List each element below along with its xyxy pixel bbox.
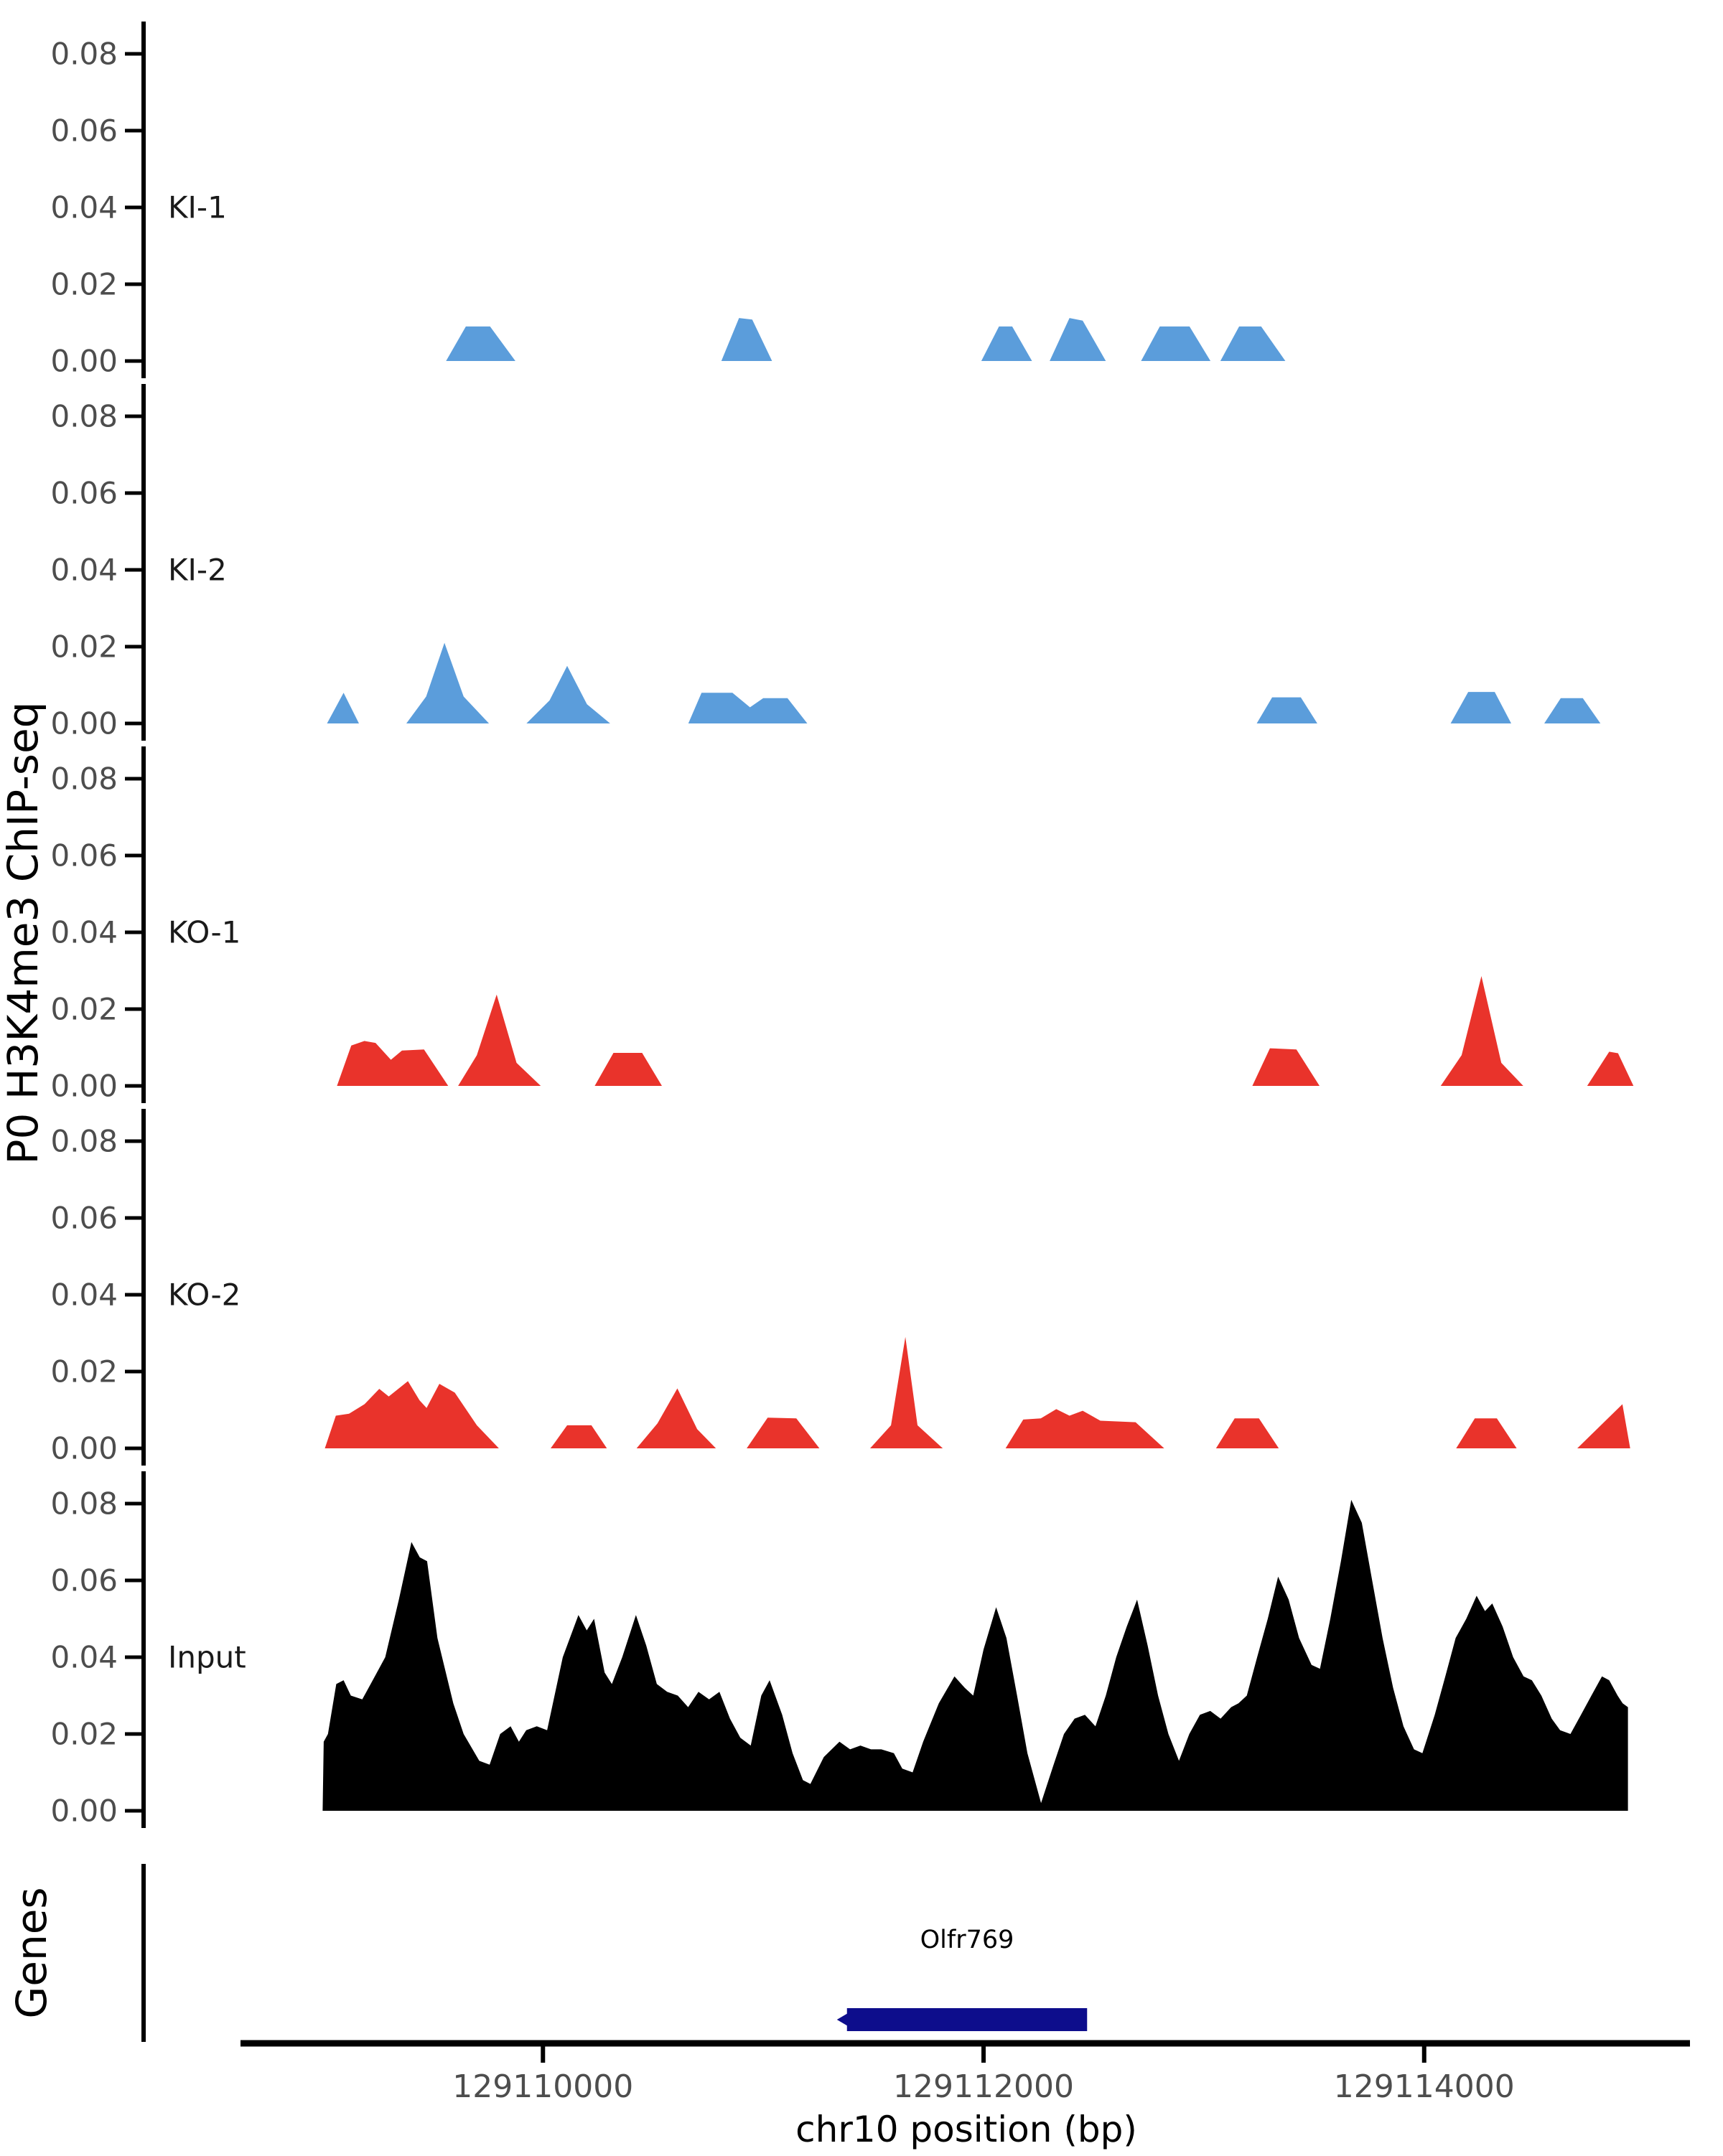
y-tick-label: 0.08: [50, 761, 118, 797]
y-tick-label: 0.00: [50, 344, 118, 379]
gene-label-Olfr769: Olfr769: [920, 1926, 1014, 1954]
x-tick-label: 129114000: [1334, 2068, 1515, 2105]
y-tick-label: 0.08: [50, 37, 118, 72]
y-tick-label: 0.00: [50, 706, 118, 741]
track-label-KI-1: KI-1: [168, 190, 227, 225]
y-tick-label: 0.04: [50, 190, 118, 225]
track-area-KI-2: [327, 642, 1601, 723]
track-KO-2: [324, 1336, 1630, 1448]
track-area-KO-1: [337, 976, 1634, 1086]
y-tick-label: 0.00: [50, 1069, 118, 1104]
genes-track: Olfr769: [141, 1864, 1088, 2042]
y-tick-label: 0.04: [50, 553, 118, 588]
track-label-KO-1: KO-1: [168, 915, 241, 950]
track-label-Input: Input: [168, 1640, 246, 1675]
track-KI-2: [327, 642, 1601, 723]
track-KO-1: [337, 976, 1634, 1086]
y-tick-label: 0.04: [50, 1640, 118, 1675]
y-tick-label: 0.08: [50, 1124, 118, 1159]
y-tick-label: 0.00: [50, 1794, 118, 1829]
track-label-KO-2: KO-2: [168, 1278, 241, 1313]
y-tick-label: 0.02: [50, 1717, 118, 1752]
gene-strand-arrow-icon: [836, 2012, 849, 2027]
y-tick-label: 0.06: [50, 1201, 118, 1236]
y-tick-label: 0.06: [50, 476, 118, 511]
track-Input: [322, 1499, 1628, 1811]
y-tick-label: 0.08: [50, 399, 118, 434]
y-tick-label: 0.02: [50, 1354, 118, 1389]
axes-layer: 0.00 0.02 0.04 0.06 0.08 KI-1 0.00 0.02 0.04 0.06…: [50, 22, 1690, 2105]
y-tick-label: 0.04: [50, 915, 118, 950]
genes-axis-title: Genes: [7, 1887, 56, 2018]
y-tick-label: 0.08: [50, 1486, 118, 1522]
y-tick-label: 0.02: [50, 267, 118, 302]
y-tick-label: 0.02: [50, 629, 118, 665]
track-area-KI-1: [446, 318, 1286, 361]
y-tick-label: 0.06: [50, 838, 118, 873]
x-tick-label: 129110000: [452, 2068, 633, 2105]
gene-bar-Olfr769: [846, 2008, 1088, 2031]
x-tick-label: 129112000: [893, 2068, 1074, 2105]
y-tick-label: 0.02: [50, 992, 118, 1027]
track-area-Input: [322, 1499, 1628, 1811]
y-tick-label: 0.04: [50, 1278, 118, 1313]
x-axis-title: chr10 position (bp): [795, 2109, 1137, 2150]
track-area-KO-2: [324, 1336, 1630, 1448]
y-tick-label: 0.06: [50, 1563, 118, 1598]
y-axis-title: P0 H3K4me3 ChIP-seq: [0, 702, 47, 1165]
y-tick-label: 0.00: [50, 1431, 118, 1466]
tracks-layer: [322, 318, 1634, 1811]
y-tick-label: 0.06: [50, 113, 118, 149]
track-label-KI-2: KI-2: [168, 553, 227, 588]
track-KI-1: [446, 318, 1286, 361]
